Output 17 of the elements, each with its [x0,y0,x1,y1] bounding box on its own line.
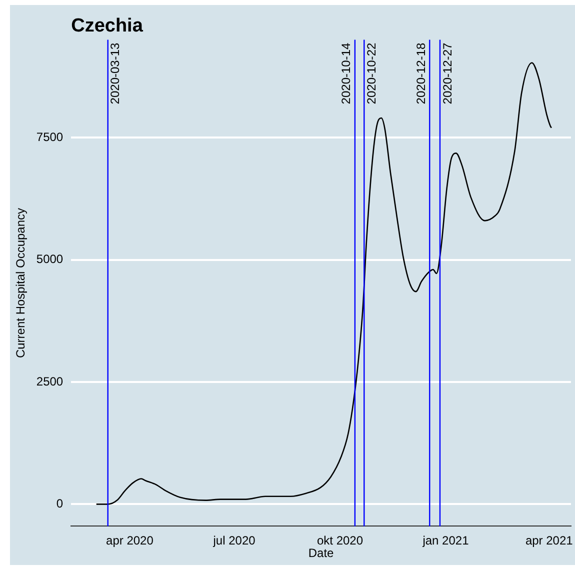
y-tick-label: 7500 [36,130,64,144]
x-tick-label: jan 2021 [422,534,470,548]
y-tick-label: 0 [56,496,64,511]
x-axis-title: Date [308,546,334,560]
y-axis-title: Current Hospital Occupancy [14,208,28,358]
x-tick-label: apr 2020 [106,534,154,548]
ref-line-label: 2020-12-18 [414,42,428,104]
y-tick-label: 5000 [36,252,64,266]
x-tick-label: jul 2020 [212,534,256,548]
ref-line-label: 2020-10-22 [364,42,378,104]
ref-line-label: 2020-10-14 [339,42,354,104]
ref-line-label: 2020-12-27 [440,42,454,104]
chart-title: Czechia [71,16,144,37]
x-tick-label: apr 2021 [525,534,574,548]
y-tick-label: 2500 [36,374,64,388]
ref-line-label: 2020-03-13 [108,42,122,104]
x-tick-label: okt 2020 [316,534,364,548]
